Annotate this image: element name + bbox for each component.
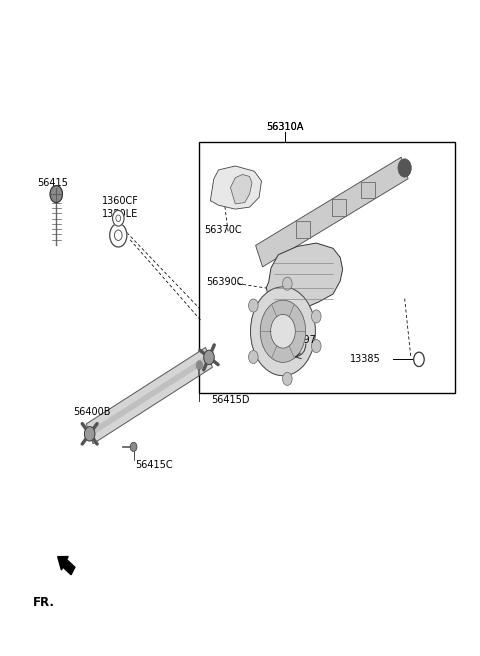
Text: 1360CF: 1360CF	[102, 195, 139, 205]
Text: 56390C: 56390C	[206, 277, 244, 287]
Text: 56397: 56397	[285, 335, 316, 345]
Circle shape	[115, 230, 122, 241]
Bar	[199, 142, 455, 394]
Polygon shape	[86, 348, 212, 443]
Polygon shape	[266, 243, 343, 307]
Text: 56415D: 56415D	[211, 395, 250, 405]
Circle shape	[260, 300, 306, 362]
Text: 56400B: 56400B	[73, 407, 110, 417]
Circle shape	[283, 373, 292, 385]
Polygon shape	[256, 157, 408, 267]
Circle shape	[84, 426, 95, 441]
Circle shape	[251, 287, 315, 376]
Circle shape	[283, 277, 292, 290]
Bar	[332, 199, 346, 216]
Circle shape	[312, 310, 321, 323]
Circle shape	[271, 314, 295, 348]
Text: 56310A: 56310A	[267, 122, 304, 132]
Circle shape	[50, 186, 62, 203]
Text: 56415C: 56415C	[135, 460, 173, 470]
Circle shape	[312, 340, 321, 353]
Circle shape	[196, 361, 203, 370]
Text: 56310A: 56310A	[267, 122, 304, 132]
Text: 56415: 56415	[37, 178, 68, 188]
Circle shape	[398, 159, 411, 177]
Circle shape	[110, 224, 127, 247]
Text: 1350LE: 1350LE	[102, 209, 138, 218]
Circle shape	[204, 350, 214, 365]
Polygon shape	[230, 174, 252, 204]
Text: FR.: FR.	[33, 596, 54, 609]
Polygon shape	[210, 166, 262, 209]
Circle shape	[116, 215, 120, 222]
Bar	[296, 221, 310, 238]
Bar	[361, 182, 375, 199]
Text: 13385: 13385	[350, 354, 381, 364]
Polygon shape	[89, 354, 210, 437]
Circle shape	[414, 352, 424, 367]
Circle shape	[249, 299, 258, 312]
Circle shape	[130, 442, 137, 451]
Text: 56370C: 56370C	[204, 225, 242, 235]
Circle shape	[249, 350, 258, 363]
Circle shape	[113, 211, 124, 226]
FancyArrow shape	[58, 556, 75, 575]
